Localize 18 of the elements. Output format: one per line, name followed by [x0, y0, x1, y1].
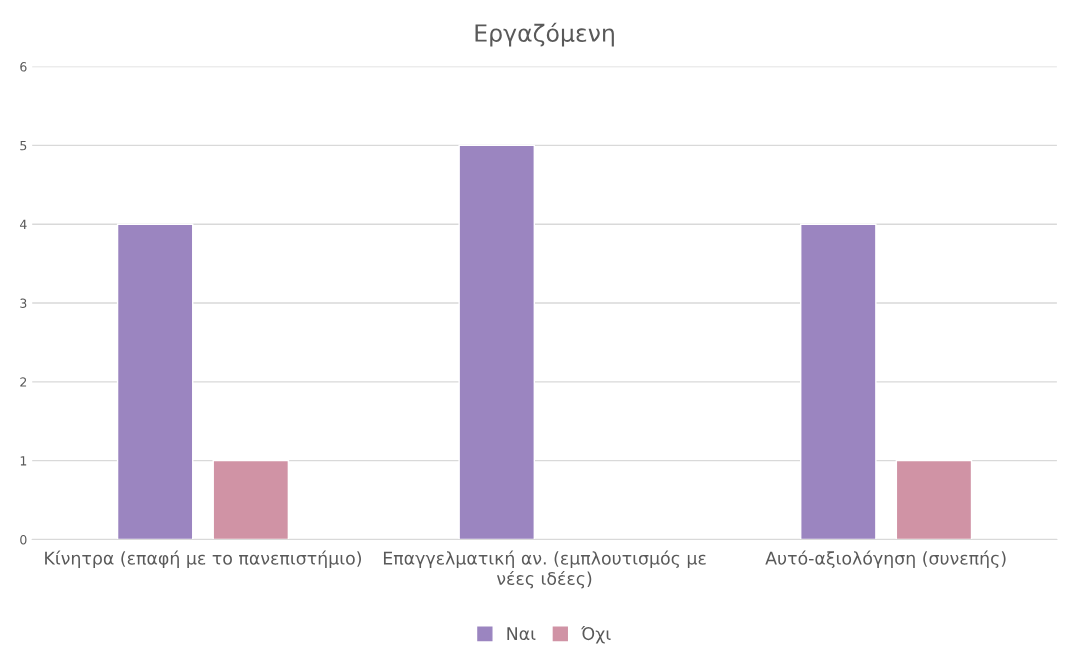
legend-label: Όχι	[581, 626, 611, 644]
bar	[212, 459, 290, 540]
y-tick-label: 1	[20, 456, 27, 466]
bar	[116, 223, 194, 540]
x-tick-label: Κίνητρα (επαφή με το πανεπιστήμιο)	[45, 550, 362, 569]
bar	[895, 459, 973, 540]
legend-label: Ναι	[507, 627, 536, 641]
bar	[458, 144, 535, 540]
y-tick-label: 5	[20, 141, 27, 151]
y-tick-label: 4	[19, 219, 27, 229]
chart-title: Εργαζόμενη	[475, 22, 614, 47]
bar	[800, 223, 877, 540]
y-tick-label: 0	[20, 534, 27, 545]
x-tick-label: Επαγγελματική αν. (εμπλουτισμός με νέες ιδέες)	[383, 550, 706, 589]
y-tick-label: 2	[20, 377, 27, 387]
x-tick-label: Αυτό-αξιολόγηση (συνεπής)	[765, 550, 1006, 569]
y-tick-label: 3	[20, 298, 27, 308]
y-tick-label: 6	[20, 62, 27, 72]
